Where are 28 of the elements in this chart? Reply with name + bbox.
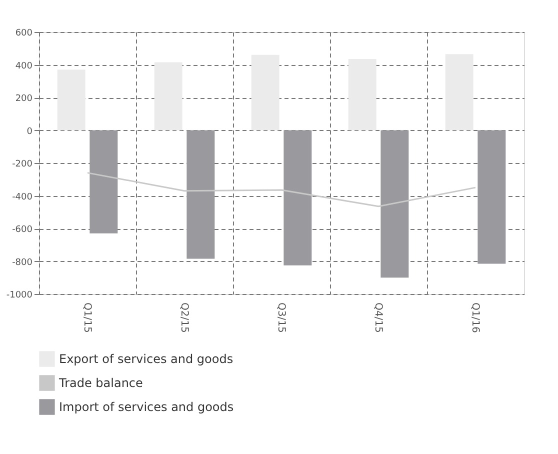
y-tick-label: 400 <box>15 61 33 72</box>
x-tick-label: Q2/15 <box>178 302 190 333</box>
legend-label: Export of services and goods <box>59 352 234 366</box>
y-tick-label: 200 <box>15 94 33 104</box>
y-tick-label: -1000 <box>6 290 33 300</box>
bar <box>90 130 118 234</box>
y-tick-label: -600 <box>12 225 33 235</box>
bar <box>57 70 86 130</box>
bar <box>186 130 215 259</box>
bar <box>348 59 376 130</box>
legend-label: Trade balance <box>58 376 143 390</box>
x-tick-label: Q1/16 <box>470 302 480 333</box>
line-series <box>86 172 476 208</box>
bar <box>478 130 506 264</box>
bar <box>154 62 182 130</box>
y-tick-label: 0 <box>26 126 33 137</box>
bar <box>380 130 409 278</box>
legend-label: Import of services and goods <box>59 400 234 414</box>
y-tick-label: -800 <box>12 258 33 268</box>
x-tick-label: Q1/15 <box>82 302 92 333</box>
bar <box>284 130 312 266</box>
x-tick-label: Q3/15 <box>276 302 286 333</box>
x-tick-label: Q4/15 <box>372 302 384 333</box>
y-tick-label: -400 <box>12 192 33 202</box>
y-tick-label: -200 <box>12 160 33 170</box>
bar <box>251 54 280 130</box>
y-tick-label: 600 <box>15 28 33 38</box>
bar <box>445 54 474 130</box>
